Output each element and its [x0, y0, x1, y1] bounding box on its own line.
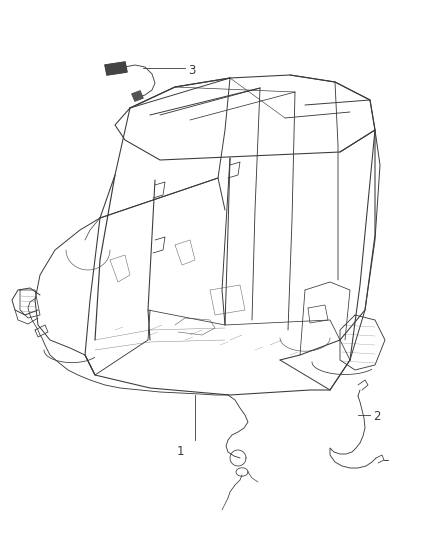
Text: 3: 3: [188, 63, 195, 77]
Polygon shape: [132, 91, 143, 101]
Text: 1: 1: [176, 445, 184, 458]
Polygon shape: [105, 62, 127, 75]
Text: 2: 2: [373, 410, 381, 424]
